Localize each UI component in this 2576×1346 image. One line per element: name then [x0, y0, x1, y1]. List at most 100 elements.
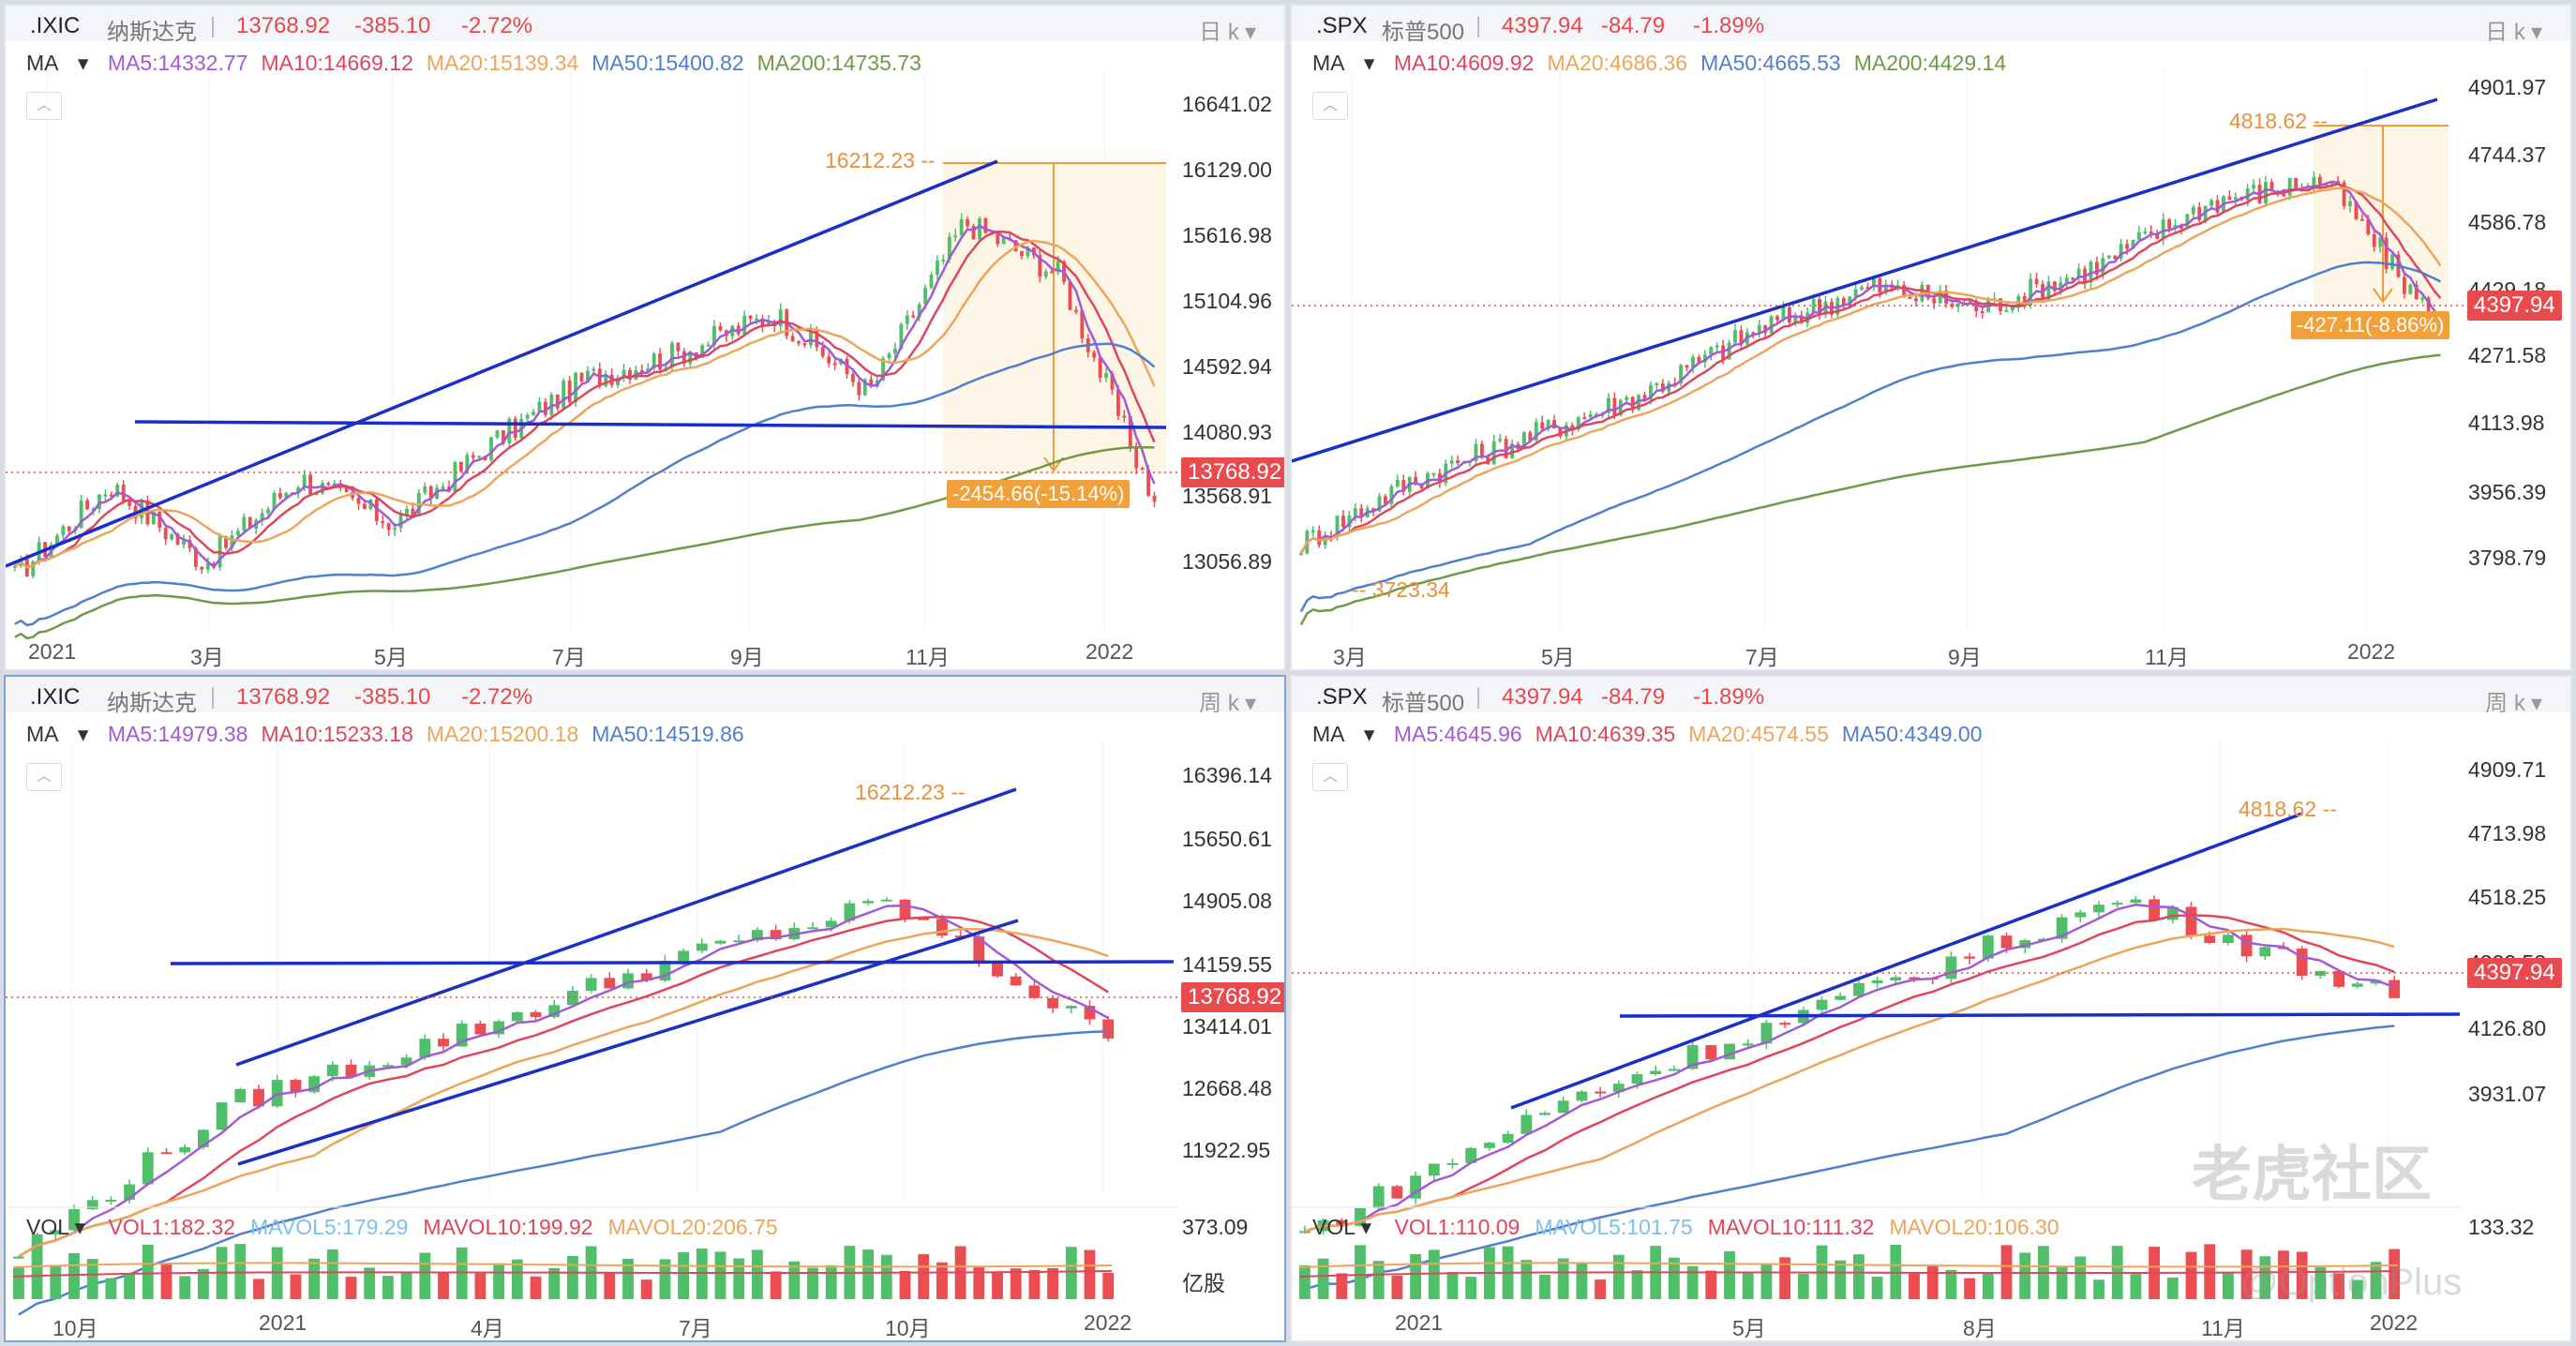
candle	[235, 531, 240, 536]
period-selector[interactable]: 日 k ▾	[2485, 20, 2542, 45]
change: -385.10	[354, 13, 431, 38]
period-selector[interactable]: 周 k ▾	[1199, 691, 1256, 716]
candle	[1650, 1070, 1662, 1074]
candle	[175, 533, 180, 546]
candle	[770, 930, 782, 940]
volume-selector[interactable]: VOL ▾	[1312, 1215, 1378, 1239]
ma-line	[1299, 261, 2442, 613]
chart-panel-ixic-daily[interactable]: .IXIC 纳斯达克 | 13768.92 -385.10 -2.72% 日 k…	[4, 4, 1286, 671]
collapse-icon[interactable]: ︿	[26, 763, 62, 791]
chart-panel-spx-daily[interactable]: .SPX 标普500 | 4397.94 -84.79 -1.89% 日 k ▾…	[1290, 4, 2572, 671]
chart-panel-ixic-weekly[interactable]: .IXIC 纳斯达克 | 13768.92 -385.10 -2.72% 周 k…	[4, 675, 1286, 1342]
ma-line	[1299, 182, 2442, 555]
candle	[543, 401, 547, 415]
candle	[2296, 948, 2308, 976]
candle	[109, 494, 113, 497]
candle	[2149, 899, 2161, 920]
candle	[1986, 298, 1991, 313]
volume-bar	[1299, 1264, 1310, 1299]
candle	[604, 978, 616, 989]
x-tick-label: 3月	[1333, 645, 1367, 669]
candle	[308, 1076, 321, 1093]
candle	[1414, 476, 1418, 485]
trend-line	[235, 787, 1017, 1067]
candle	[875, 380, 879, 387]
candle	[2287, 177, 2292, 196]
candle	[845, 358, 849, 375]
ma-selector[interactable]: MA ▾	[26, 51, 89, 75]
volume-bar	[918, 1254, 930, 1299]
volume-bar	[954, 1246, 966, 1299]
collapse-icon[interactable]: ︿	[1312, 763, 1348, 791]
candle	[1751, 332, 1756, 335]
volume-bar	[1982, 1273, 1994, 1299]
ma-legend: MA ▾ MA5:14979.38 MA10:15233.18 MA20:15200…	[26, 722, 771, 747]
candle	[1013, 240, 1018, 251]
candle	[501, 430, 505, 443]
ma-selector[interactable]: MA ▾	[1312, 51, 1375, 75]
candle	[694, 352, 698, 358]
candle	[1465, 1147, 1477, 1163]
volume-bar	[2185, 1251, 2197, 1299]
candle	[1793, 315, 1798, 323]
candle	[1449, 460, 1454, 464]
candle	[1945, 956, 1957, 980]
high-annotation: 4818.62 --	[2229, 109, 2328, 133]
ma-selector[interactable]: MA ▾	[1312, 722, 1375, 746]
x-tick-label: 5月	[1541, 645, 1575, 669]
candle	[234, 1088, 247, 1103]
candle	[1468, 460, 1472, 463]
y-tick-label: 4901.97	[2468, 75, 2547, 99]
ma-selector[interactable]: MA ▾	[26, 722, 89, 746]
volume-bar	[1797, 1273, 1809, 1299]
y-tick-label: 4126.80	[2468, 1016, 2547, 1040]
x-tick-label: 2022	[1084, 1310, 1132, 1335]
candle	[86, 1200, 98, 1210]
period-selector[interactable]: 日 k ▾	[1199, 20, 1256, 45]
candle	[2029, 278, 2033, 306]
collapse-icon[interactable]: ︿	[1312, 92, 1348, 120]
candle	[2185, 906, 2197, 936]
volume-bar	[1391, 1275, 1403, 1299]
candle	[1570, 425, 1575, 430]
candle	[200, 566, 204, 570]
volume-bar	[2111, 1246, 2123, 1299]
candle	[992, 961, 1003, 977]
x-tick-label: 11月	[2201, 1316, 2245, 1340]
volume-bar	[844, 1246, 856, 1299]
candle	[2041, 284, 2044, 300]
candle	[1335, 516, 1340, 538]
candle	[1038, 255, 1042, 277]
ma-line	[1299, 187, 2442, 555]
candle	[918, 918, 930, 920]
period-selector[interactable]: 周 k ▾	[2485, 691, 2542, 716]
volume-bar	[31, 1252, 43, 1299]
candle	[2269, 182, 2274, 191]
candle	[1848, 296, 1852, 307]
candle	[2233, 197, 2238, 201]
candle	[724, 330, 728, 336]
collapse-icon[interactable]: ︿	[26, 92, 62, 120]
candle	[1539, 1113, 1550, 1115]
chart-panel-spx-weekly[interactable]: .SPX 标普500 | 4397.94 -84.79 -1.89% 周 k ▾…	[1290, 675, 2572, 1342]
volume-selector[interactable]: VOL ▾	[26, 1215, 92, 1239]
candle	[1426, 473, 1430, 488]
volume-value: VOL1:182.32	[108, 1215, 236, 1239]
candle	[1116, 389, 1120, 416]
volume-bar	[2204, 1244, 2216, 1299]
candle	[1816, 999, 1828, 1010]
candle	[1444, 463, 1448, 484]
candle	[996, 233, 1000, 245]
candle	[1739, 330, 1744, 345]
candle	[2113, 255, 2118, 260]
candle	[55, 535, 59, 546]
volume-legend: VOL ▾ VOL1:110.09 MAVOL5:101.75 MAVOL10:11…	[1312, 1215, 2074, 1240]
candle	[507, 418, 512, 443]
volume-bar	[216, 1247, 228, 1299]
candle	[676, 342, 681, 351]
volume-value: MAVOL10:111.32	[1707, 1215, 1875, 1239]
candle	[2402, 277, 2406, 294]
candle	[296, 487, 301, 493]
volume-bar	[1102, 1272, 1115, 1299]
candle	[609, 374, 614, 385]
